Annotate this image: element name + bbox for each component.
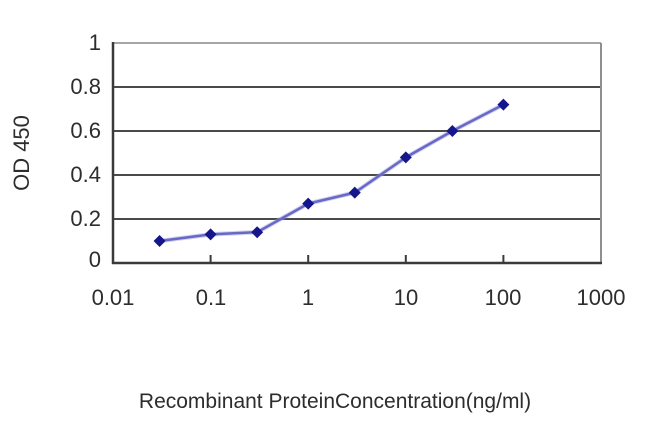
x-axis-title: Recombinant ProteinConcentration(ng/ml) — [138, 390, 532, 413]
x-tick-label-1000: 1000 — [576, 285, 626, 310]
data-line-halo — [159, 102, 505, 244]
y-tick-label-0: 0 — [88, 247, 101, 272]
x-tick-label-100: 100 — [484, 285, 522, 310]
x-tick-label-0.01: 0.01 — [91, 285, 135, 310]
data-line — [159, 103, 504, 243]
x-tick-label-0.1: 0.1 — [195, 285, 227, 310]
data-point-marker — [153, 235, 166, 247]
data-point-marker — [446, 125, 459, 137]
x-tick-label-10: 10 — [393, 285, 419, 310]
data-point-marker — [251, 226, 264, 239]
y-tick-label-0.4: 0.4 — [70, 162, 101, 187]
data-point-marker — [302, 197, 315, 210]
y-tick-label-0.2: 0.2 — [70, 206, 101, 231]
data-point-marker — [348, 186, 361, 199]
y-tick-label-0.8: 0.8 — [70, 74, 101, 99]
y-tick-label-1: 1 — [88, 30, 101, 55]
data-point-marker — [204, 228, 217, 241]
y-tick-label-0.6: 0.6 — [70, 118, 101, 143]
y-axis-title: OD 450 — [9, 115, 34, 191]
x-tick-label-1: 1 — [301, 285, 315, 310]
data-point-marker — [497, 98, 510, 111]
data-point-marker — [399, 151, 412, 164]
